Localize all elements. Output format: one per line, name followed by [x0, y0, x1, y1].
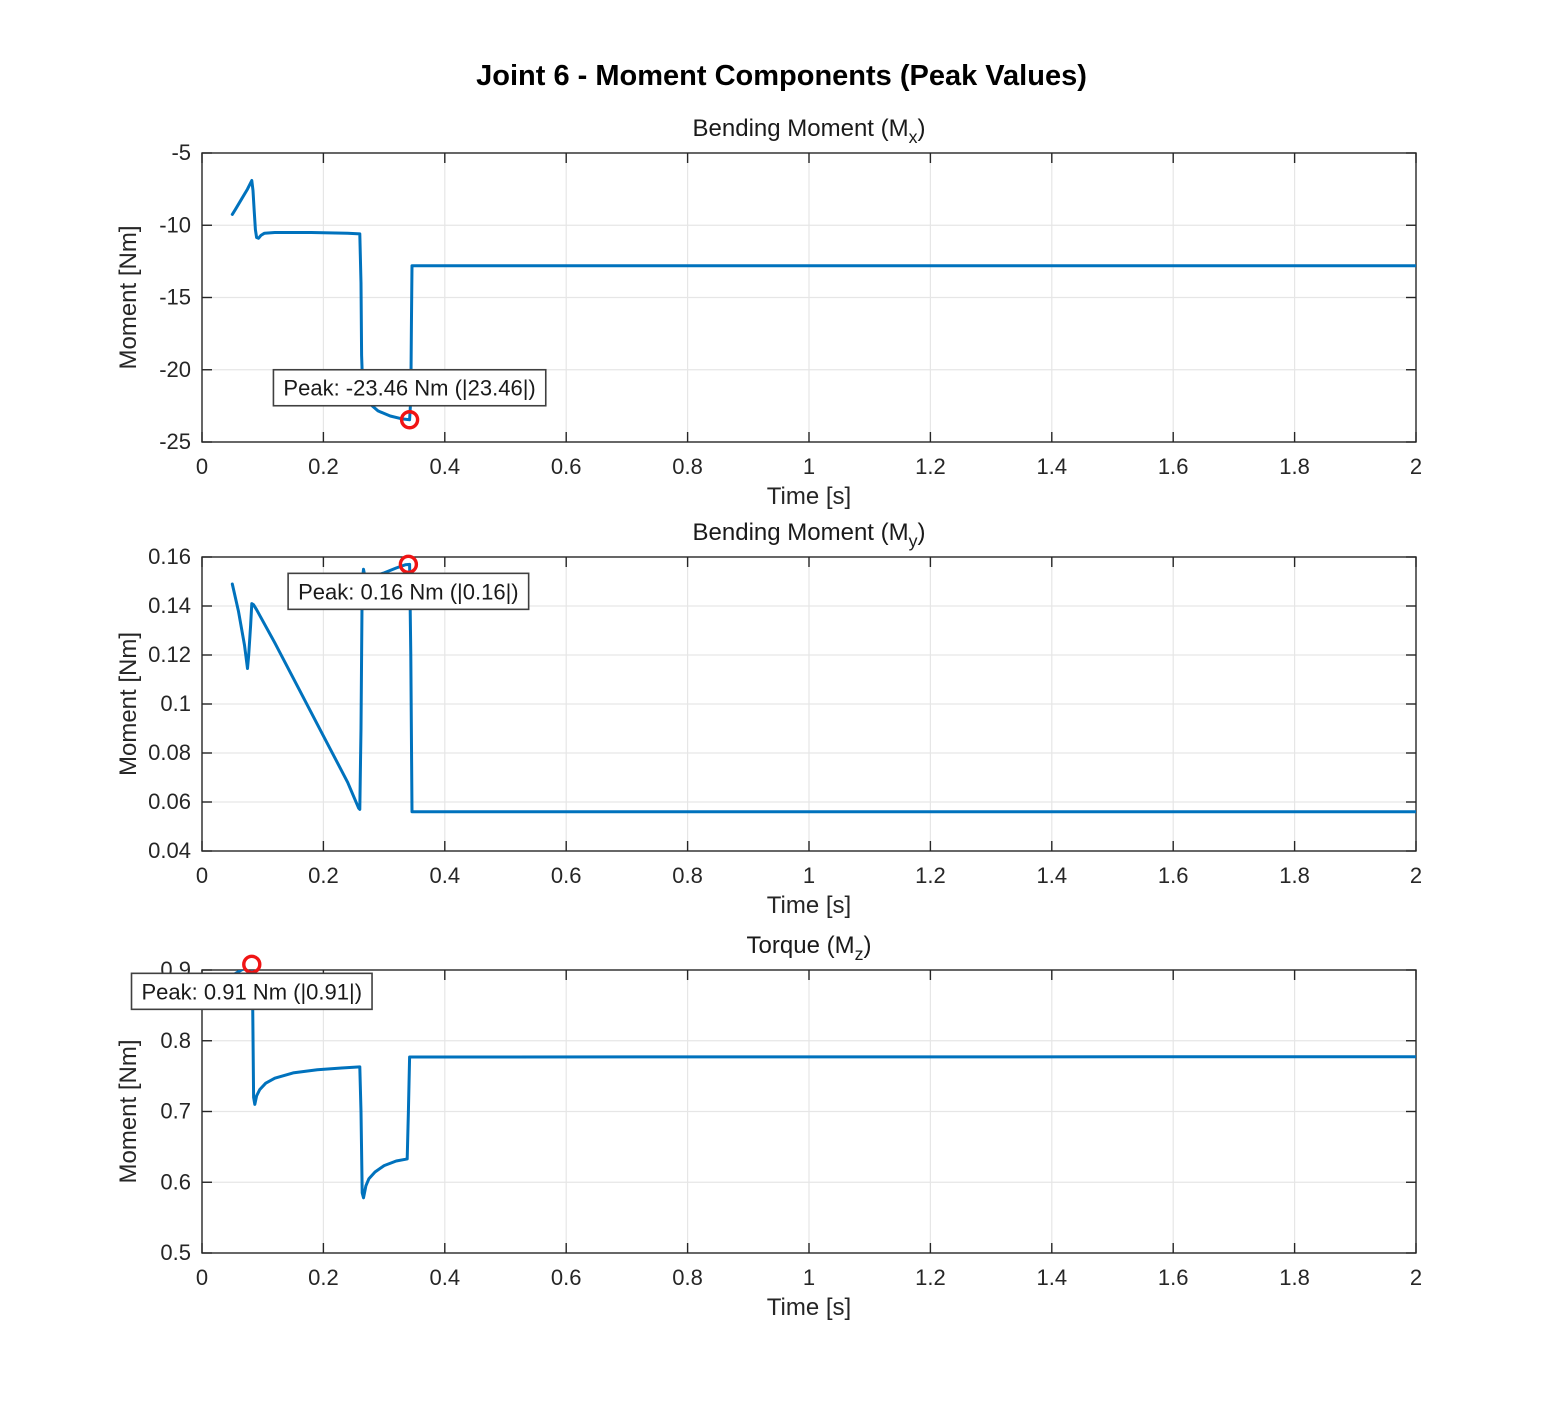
x-tick-label: 1.8 — [1279, 863, 1310, 888]
subplot-title: Bending Moment (Mx) — [693, 115, 926, 147]
x-tick-label: 1.8 — [1279, 1265, 1310, 1290]
x-tick-label: 0.8 — [672, 454, 703, 479]
x-tick-label: 1.2 — [915, 1265, 946, 1290]
x-tick-label: 1.4 — [1037, 1265, 1068, 1290]
x-tick-label: 2 — [1410, 863, 1422, 888]
y-tick-label: 0.5 — [160, 1240, 191, 1265]
y-tick-label: -20 — [159, 357, 191, 382]
x-tick-label: 2 — [1410, 1265, 1422, 1290]
x-tick-label: 1.6 — [1158, 1265, 1189, 1290]
x-tick-label: 0.8 — [672, 1265, 703, 1290]
x-axis-label: Time [s] — [767, 483, 851, 510]
x-tick-label: 0.6 — [551, 863, 582, 888]
y-tick-label: 0.08 — [148, 740, 191, 765]
x-tick-label: 0.2 — [308, 863, 339, 888]
x-tick-label: 0.4 — [430, 454, 461, 479]
x-tick-label: 1 — [803, 454, 815, 479]
x-tick-label: 0.6 — [551, 1265, 582, 1290]
y-axis-label: Moment [Nm] — [115, 225, 142, 369]
x-axis-label: Time [s] — [767, 1294, 851, 1321]
x-tick-label: 0.2 — [308, 1265, 339, 1290]
y-tick-label: 0.8 — [160, 1028, 191, 1053]
y-tick-label: 0.06 — [148, 789, 191, 814]
x-axis-label: Time [s] — [767, 892, 851, 919]
y-axis-label: Moment [Nm] — [115, 632, 142, 776]
x-tick-label: 1.4 — [1037, 454, 1068, 479]
x-tick-label: 0.2 — [308, 454, 339, 479]
y-tick-label: 0.6 — [160, 1169, 191, 1194]
peak-annotation-label: Peak: 0.91 Nm (|0.91|) — [142, 979, 363, 1004]
peak-annotation-label: Peak: 0.16 Nm (|0.16|) — [298, 579, 519, 604]
y-tick-label: -10 — [159, 212, 191, 237]
peak-annotation-label: Peak: -23.46 Nm (|23.46|) — [283, 376, 535, 401]
peak-annotation-box — [287, 572, 530, 611]
y-tick-label: 0.1 — [160, 691, 191, 716]
subplot-bending-moment-mx: 0 0.2 0.4 0.6 0.8 1 1.2 1.4 1.6 1.8 2 -25 -20 -15 -10 -… — [115, 115, 1422, 510]
figure-title: Joint 6 - Moment Components (Peak Values… — [476, 60, 1087, 92]
x-tick-label: 1.8 — [1279, 454, 1310, 479]
y-tick-label: 0.04 — [148, 838, 191, 863]
subplot-title: Bending Moment (My) — [693, 519, 926, 551]
subplot-title: Torque (Mz) — [747, 932, 872, 964]
y-tick-label: -5 — [171, 140, 191, 165]
x-tick-label: 1.6 — [1158, 863, 1189, 888]
x-tick-label: 0.4 — [430, 1265, 461, 1290]
y-axis-label: Moment [Nm] — [115, 1039, 142, 1183]
y-tick-label: 0.14 — [148, 593, 191, 618]
peak-marker — [398, 554, 419, 575]
series-line — [230, 970, 1416, 1200]
x-tick-label: 1.4 — [1037, 863, 1068, 888]
y-tick-label: 0.12 — [148, 642, 191, 667]
x-tick-label: 1 — [803, 863, 815, 888]
y-tick-label: -15 — [159, 285, 191, 310]
x-tick-label: 1.6 — [1158, 454, 1189, 479]
subplot-bending-moment-my: 0 0.2 0.4 0.6 0.8 1 1.2 1.4 1.6 1.8 2 0.04 0.06 0.08 0… — [115, 519, 1422, 919]
x-tick-label: 1.2 — [915, 863, 946, 888]
x-tick-label: 2 — [1410, 454, 1422, 479]
x-tick-label: 1.2 — [915, 454, 946, 479]
x-tick-label: 0.4 — [430, 863, 461, 888]
y-tick-label: 0.7 — [160, 1099, 191, 1124]
peak-marker — [242, 954, 262, 975]
x-tick-label: 0 — [196, 863, 208, 888]
peak-annotation-box — [272, 368, 547, 407]
x-tick-label: 0.6 — [551, 454, 582, 479]
peak-marker — [399, 410, 420, 430]
x-tick-label: 0.8 — [672, 863, 703, 888]
y-tick-label: 0.16 — [148, 544, 191, 569]
subplot-torque-mz: 0 0.2 0.4 0.6 0.8 1 1.2 1.4 1.6 1.8 20.50.60.70.80… — [115, 932, 1422, 1321]
x-tick-label: 0 — [196, 1265, 208, 1290]
series-line — [230, 179, 1416, 422]
x-tick-label: 1 — [803, 1265, 815, 1290]
peak-annotation-box — [130, 972, 373, 1011]
y-tick-label: -25 — [159, 429, 191, 454]
x-tick-label: 0 — [196, 454, 208, 479]
